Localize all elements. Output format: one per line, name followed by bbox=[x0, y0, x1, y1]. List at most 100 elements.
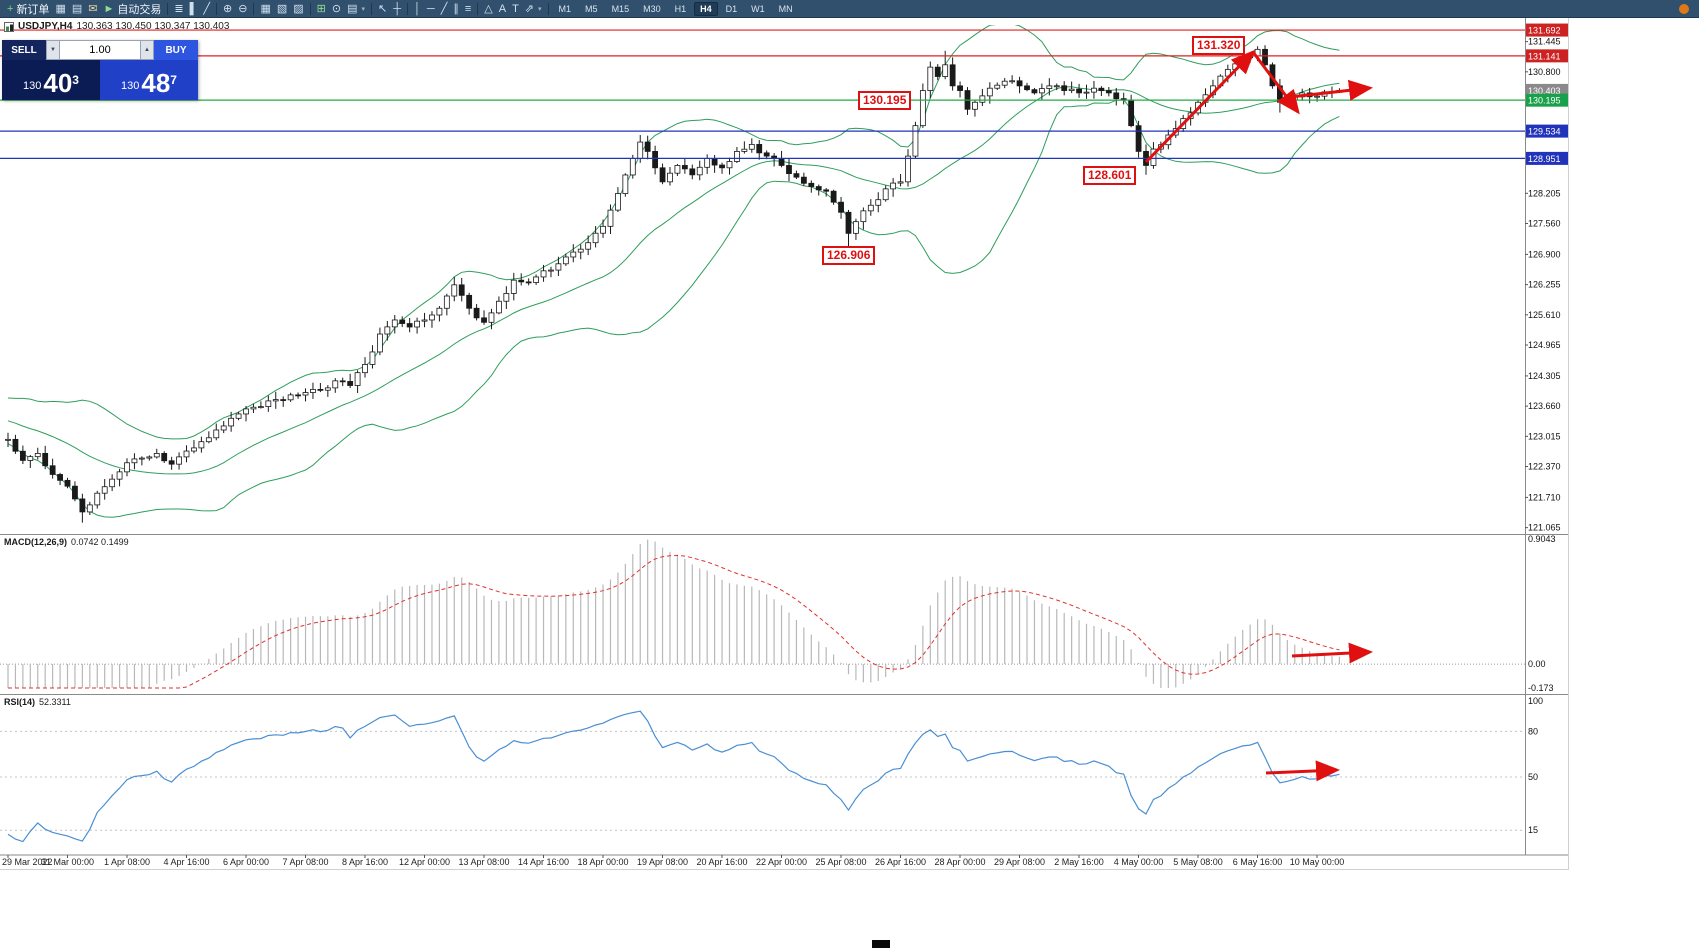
arrange-windows-button[interactable]: ▨ bbox=[290, 1, 306, 17]
timeframe-h4-button[interactable]: H4 bbox=[694, 1, 718, 16]
bollinger-upper-band[interactable] bbox=[7, 24, 1340, 440]
candle-body bbox=[674, 165, 681, 174]
trend-arrow[interactable] bbox=[1251, 51, 1300, 115]
candle-body bbox=[867, 204, 874, 212]
candle-body bbox=[205, 437, 212, 443]
timeframe-mn-button[interactable]: MN bbox=[778, 3, 793, 14]
bar-chart-button[interactable]: ≣ bbox=[171, 1, 186, 17]
price-tick-label: 126.900 bbox=[1528, 249, 1561, 259]
candle-body bbox=[49, 465, 56, 475]
cascade-windows-button[interactable]: ▧ bbox=[274, 1, 290, 17]
price-annotation[interactable]: 130.195 bbox=[858, 91, 912, 110]
timeframe-h1-button[interactable]: H1 bbox=[674, 3, 687, 14]
bollinger-middle-band[interactable] bbox=[7, 82, 1340, 475]
candle-body bbox=[399, 319, 406, 324]
add-indicator-button[interactable]: ⊞ bbox=[314, 1, 329, 17]
zoom-out-icon: ⊖ bbox=[238, 2, 248, 15]
trend-arrow[interactable] bbox=[1289, 79, 1373, 101]
timeframe-d1-button[interactable]: D1 bbox=[725, 3, 738, 14]
sell-price-panel[interactable]: 130 40 3 bbox=[2, 60, 100, 100]
rsi-plot-area[interactable] bbox=[0, 696, 1525, 854]
candle-body bbox=[927, 66, 934, 91]
shapes-button[interactable]: △ bbox=[481, 1, 495, 17]
candle-body bbox=[570, 251, 577, 258]
trend-arrow[interactable] bbox=[1144, 49, 1256, 164]
line-chart-button[interactable]: ╱ bbox=[200, 1, 213, 17]
price-badge bbox=[1526, 93, 1568, 107]
time-tick-label: 6 Apr 00:00 bbox=[223, 857, 269, 867]
trendline-button[interactable]: ╱ bbox=[438, 1, 451, 17]
horizontal-line-button[interactable]: ─ bbox=[424, 1, 438, 17]
candlestick-chart-button[interactable]: ▌ bbox=[187, 1, 201, 17]
candle-body bbox=[391, 319, 398, 328]
zoom-in-button[interactable]: ⊕ bbox=[220, 1, 235, 17]
candle-body bbox=[1031, 89, 1038, 94]
buy-button[interactable]: BUY bbox=[154, 40, 198, 60]
price-badge-label: 130.403 bbox=[1528, 86, 1561, 96]
sell-button[interactable]: SELL bbox=[2, 40, 46, 60]
text-icon: A bbox=[498, 2, 507, 15]
timeframe-m1-button[interactable]: M1 bbox=[558, 3, 572, 14]
candle-body bbox=[1024, 85, 1030, 91]
candle-body bbox=[339, 380, 346, 383]
text-button[interactable]: A bbox=[496, 1, 509, 17]
timeframe-m5-button[interactable]: M5 bbox=[585, 3, 598, 14]
chart-plot-area[interactable] bbox=[0, 25, 1525, 533]
vertical-line-icon: │ bbox=[414, 2, 421, 15]
new-order-button[interactable]: + 新订单 bbox=[4, 1, 52, 17]
candle-body bbox=[220, 425, 227, 431]
timeframe-m15-button[interactable]: M15 bbox=[611, 3, 630, 14]
rsi-value: 52.3311 bbox=[39, 697, 71, 707]
price-annotation[interactable]: 126.906 bbox=[822, 246, 876, 265]
templates-button[interactable]: ▤ ▾ bbox=[344, 1, 368, 17]
equidistant-channel-button[interactable]: ∥ bbox=[450, 1, 462, 17]
candle-body bbox=[138, 457, 145, 460]
candle-body bbox=[1001, 80, 1008, 86]
vertical-line-button[interactable]: │ bbox=[411, 1, 424, 17]
buy-price-figure: 130 bbox=[121, 80, 140, 92]
volume-decrease-button[interactable]: ▼ bbox=[46, 40, 60, 60]
price-annotation[interactable]: 131.320 bbox=[1192, 36, 1246, 55]
text-label-button[interactable]: T bbox=[509, 1, 522, 17]
mail-icon: ✉ bbox=[88, 2, 98, 15]
timeframe-m30-button[interactable]: M30 bbox=[643, 3, 661, 14]
candle-body bbox=[347, 381, 354, 386]
periods-button[interactable]: ⊙ bbox=[329, 1, 344, 17]
volume-input[interactable] bbox=[60, 40, 140, 60]
cursor-button[interactable]: ↖ bbox=[375, 1, 390, 17]
toolbar-separator bbox=[407, 2, 409, 15]
equidistant-channel-icon: ∥ bbox=[453, 2, 459, 15]
arrow-objects-button[interactable]: ⇗ ▾ bbox=[522, 1, 545, 17]
candle-body bbox=[882, 188, 889, 201]
candle-body bbox=[667, 172, 673, 183]
timeframe-w1-button[interactable]: W1 bbox=[751, 3, 765, 14]
price-annotation[interactable]: 128.601 bbox=[1083, 166, 1137, 185]
trend-arrow[interactable] bbox=[1291, 642, 1373, 664]
buy-price-panel[interactable]: 130 48 7 bbox=[100, 60, 198, 100]
candle-body bbox=[979, 95, 986, 103]
volume-increase-button[interactable]: ▲ bbox=[140, 40, 154, 60]
macd-axis-label: 0.9043 bbox=[1528, 534, 1556, 544]
mail-button[interactable]: ✉ bbox=[85, 1, 100, 17]
macd-plot-area[interactable] bbox=[0, 536, 1525, 689]
fibonacci-button[interactable]: ≡ bbox=[462, 1, 474, 17]
candle-body bbox=[637, 141, 644, 159]
arrange-windows-icon: ▨ bbox=[293, 2, 304, 15]
charts-button[interactable]: ▦ bbox=[52, 1, 68, 17]
candle-body bbox=[94, 492, 101, 506]
trend-arrow[interactable] bbox=[1265, 760, 1340, 782]
candle-body bbox=[778, 158, 785, 166]
market-depth-button[interactable]: ▤ bbox=[69, 1, 85, 17]
rsi-label: RSI(14) bbox=[4, 697, 36, 707]
candle-body bbox=[1016, 80, 1023, 87]
autotrading-button[interactable]: ► 自动交易 bbox=[100, 1, 164, 17]
alert-icon[interactable] bbox=[1679, 3, 1689, 14]
zoom-in-icon: ⊕ bbox=[223, 2, 233, 15]
price-badge bbox=[1526, 49, 1568, 63]
zoom-out-button[interactable]: ⊖ bbox=[235, 1, 250, 17]
crosshair-button[interactable]: ┼ bbox=[390, 1, 404, 17]
tile-windows-button[interactable]: ▦ bbox=[257, 1, 273, 17]
candle-body bbox=[109, 478, 116, 488]
time-axis[interactable] bbox=[0, 855, 1568, 870]
